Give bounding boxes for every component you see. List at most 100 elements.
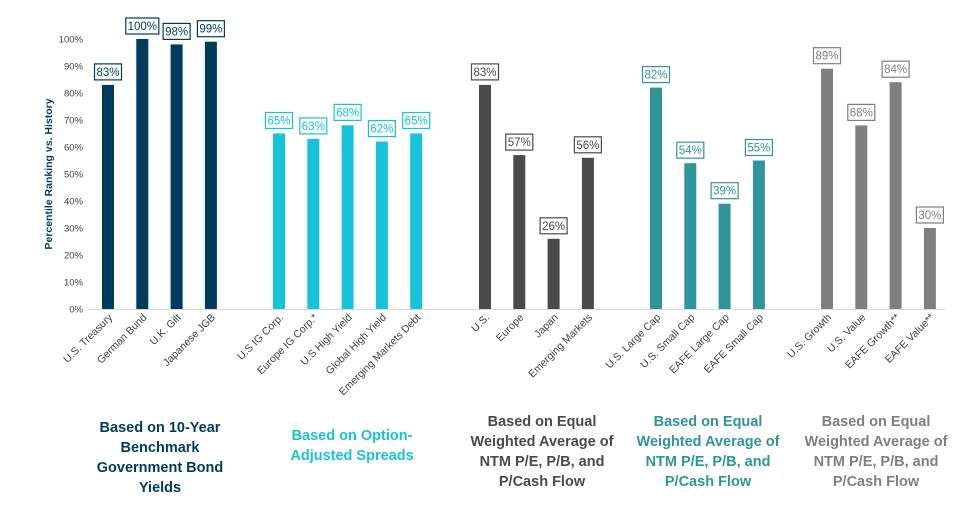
data-label-box (881, 60, 910, 78)
data-label-text: 89% (815, 51, 838, 63)
data-label: 89% (812, 47, 842, 65)
data-label: 54% (676, 141, 705, 159)
data-label-box (847, 103, 876, 122)
data-label-box (812, 47, 842, 65)
data-label-text: 98% (165, 26, 188, 38)
y-tick-label: 70% (64, 116, 84, 127)
bar (650, 87, 662, 309)
value-labels: 83% 100% 98% 99% 65% 63% 68% 62% 65% 83% 57% 26% 56%… (93, 17, 945, 235)
data-label-box (162, 22, 191, 40)
x-tick-label: Global High Yield (324, 312, 390, 378)
bar (513, 155, 526, 309)
data-label-box (710, 182, 739, 200)
x-tick-label: U.S. (469, 312, 492, 335)
data-label: 26% (539, 217, 568, 235)
data-label-box (505, 133, 534, 151)
data-label-text: 65% (405, 116, 428, 128)
data-label: 98% (162, 22, 191, 40)
data-label: 30% (915, 206, 945, 224)
data-label-text: 55% (747, 143, 770, 155)
data-label-box (573, 136, 603, 154)
data-label-box (744, 138, 774, 157)
bar (102, 84, 114, 310)
x-tick-label: Europe (494, 312, 527, 345)
y-tick-label: 40% (64, 197, 84, 208)
data-label-box (264, 111, 294, 130)
data-label: 55% (744, 138, 774, 157)
y-tick-label: 20% (64, 251, 84, 262)
data-label-box (367, 119, 396, 138)
data-label-text: 83% (96, 67, 119, 79)
data-label-text: 83% (473, 67, 496, 79)
x-tick-label: Japan (532, 312, 561, 341)
data-label: 82% (641, 65, 671, 84)
data-label: 68% (333, 103, 362, 122)
bar (170, 44, 183, 310)
bar (855, 125, 868, 310)
bar (273, 133, 285, 309)
data-label-box (125, 17, 160, 35)
data-label-box (915, 206, 945, 224)
group-label-size-equity: Based on Equal Weighted Average of NTM P… (636, 414, 780, 490)
group-label-regional-equity: Based on Equal Weighted Average of NTM P… (470, 414, 614, 490)
data-label-text: 68% (850, 107, 873, 119)
y-tick-label: 90% (64, 62, 84, 73)
data-label-text: 54% (679, 145, 702, 157)
data-label-box (299, 117, 328, 135)
bar (307, 138, 320, 309)
y-tick-label: 60% (64, 143, 84, 154)
data-label-box (333, 103, 362, 122)
data-label-text: 99% (199, 24, 222, 36)
data-label: 65% (402, 111, 431, 130)
bar (718, 203, 731, 309)
data-label: 83% (93, 63, 123, 81)
y-tick-label: 100% (59, 35, 84, 46)
data-label-text: 62% (370, 124, 393, 136)
data-label: 65% (264, 111, 294, 130)
data-label: 63% (299, 117, 328, 135)
y-tick-label: 10% (64, 278, 84, 289)
data-label: 57% (505, 133, 534, 151)
x-tick-label: EAFE Small Cap (702, 312, 766, 376)
data-label: 39% (710, 182, 739, 200)
y-tick-label: 80% (64, 89, 84, 100)
bar (136, 39, 149, 309)
y-tick-label: 0% (69, 305, 83, 316)
x-tick-label: Emerging Markets (526, 312, 595, 381)
data-label-box (93, 63, 123, 81)
y-tick-label: 50% (64, 170, 84, 181)
data-label-text: 39% (713, 186, 736, 198)
bar (547, 238, 560, 309)
data-label-box (402, 111, 431, 130)
data-label-box (641, 65, 671, 84)
bar (204, 41, 217, 309)
data-label-text: 65% (267, 116, 290, 128)
bar (821, 68, 833, 309)
data-label-box (539, 217, 568, 235)
data-label: 56% (573, 136, 603, 154)
data-label-box (676, 141, 705, 159)
bar (923, 228, 936, 309)
group-label-style-equity: Based on Equal Weighted Average of NTM P… (804, 414, 948, 490)
group-label-bond-yields: Based on 10-Year Benchmark Government Bo… (96, 420, 224, 496)
data-label: 83% (470, 63, 500, 81)
data-label-box (196, 20, 225, 38)
data-label-text: 68% (336, 107, 359, 119)
data-label-text: 30% (918, 210, 941, 222)
data-label: 100% (125, 17, 160, 35)
data-label-text: 56% (576, 140, 599, 152)
x-tick-label: U.S. Growth (785, 312, 834, 361)
data-label-text: 26% (542, 221, 565, 233)
y-axis-title: Percentile Ranking vs. History (43, 98, 55, 249)
bar (684, 163, 697, 309)
bar (341, 125, 354, 310)
data-label: 84% (881, 60, 910, 78)
y-axis: 0% 10% 20% 30% 40% 50% 60% 70% 80% 90% 100% (59, 35, 945, 316)
bar (752, 160, 765, 309)
x-tick-label: EAFE Large Cap (667, 312, 732, 377)
data-label-text: 57% (508, 137, 531, 149)
group-label-option-adjusted-spreads: Based on Option-Adjusted Spreads (290, 428, 414, 464)
data-label: 68% (847, 103, 876, 122)
